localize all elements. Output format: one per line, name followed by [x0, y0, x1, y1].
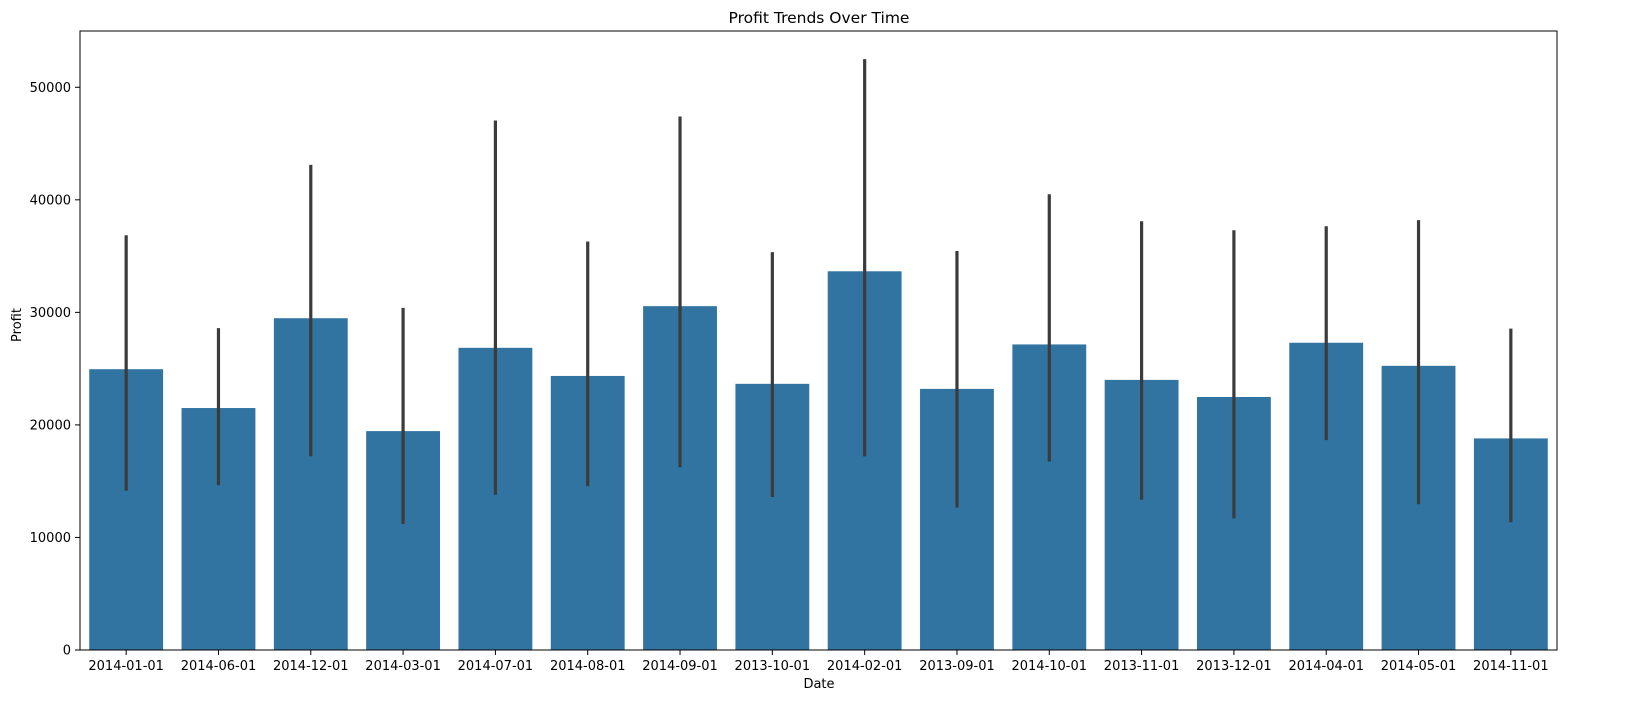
x-tick-label: 2014-02-01	[827, 659, 903, 674]
y-axis-label: Profit	[10, 308, 25, 342]
x-tick-label: 2014-10-01	[1011, 659, 1087, 674]
x-tick-label: 2014-05-01	[1381, 659, 1457, 674]
x-tick-label: 2014-03-01	[365, 659, 441, 674]
plot-frame	[79, 30, 1558, 651]
x-tick-label: 2013-10-01	[735, 659, 811, 674]
axes-layer: 0 10000 20000 30000 40000 50000 2014-01-01 2014…	[30, 30, 1558, 674]
y-tick-label: 50000	[30, 81, 71, 96]
chart-title: Profit Trends Over Time	[729, 9, 910, 27]
error-bars-layer	[124, 59, 1513, 524]
x-tick-label: 2013-09-01	[919, 659, 995, 674]
x-tick-label: 2014-07-01	[458, 659, 534, 674]
y-tick-label: 0	[63, 644, 71, 659]
x-tick-label: 2013-11-01	[1104, 659, 1180, 674]
x-tick-label: 2014-09-01	[642, 659, 718, 674]
y-tick-label: 30000	[30, 306, 71, 321]
x-tick-label: 2014-06-01	[181, 659, 257, 674]
x-tick-label: 2014-01-01	[88, 659, 164, 674]
x-tick-label: 2014-11-01	[1473, 659, 1549, 674]
y-tick-label: 20000	[30, 418, 71, 433]
y-tick-label: 10000	[30, 531, 71, 546]
x-axis-label: Date	[803, 677, 834, 692]
y-tick-label: 40000	[30, 193, 71, 208]
bars-layer	[89, 271, 1548, 650]
x-tick-label: 2014-12-01	[273, 659, 349, 674]
x-tick-label: 2014-04-01	[1288, 659, 1364, 674]
x-tick-label: 2013-12-01	[1196, 659, 1272, 674]
x-tick-label: 2014-08-01	[550, 659, 626, 674]
